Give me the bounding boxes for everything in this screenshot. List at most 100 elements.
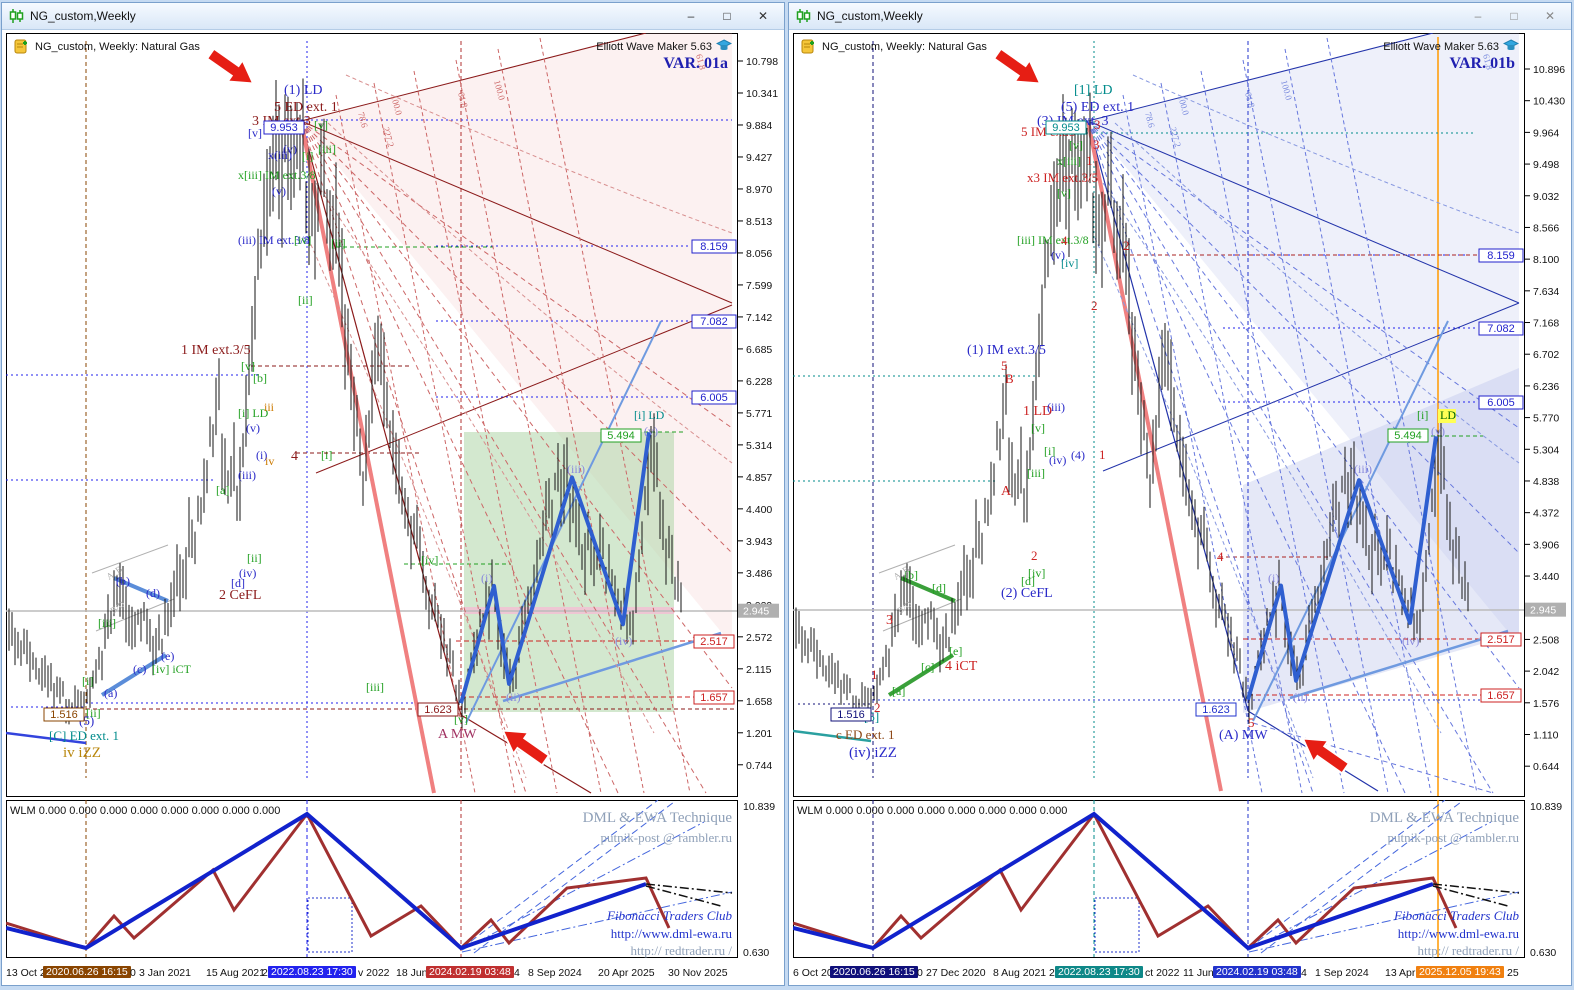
svg-text:78.6: 78.6 — [1143, 111, 1157, 129]
svg-text:5: 5 — [1248, 715, 1255, 730]
svg-text:[iii]: [iii] — [318, 142, 336, 156]
svg-text:[v]: [v] — [241, 359, 255, 373]
svg-text:[i]: [i] — [321, 448, 332, 462]
svg-text:4.400: 4.400 — [746, 504, 772, 516]
svg-text:(a): (a) — [104, 686, 117, 700]
svg-text:[iv]: [iv] — [1028, 566, 1045, 580]
svg-text:(c): (c) — [133, 662, 146, 676]
time-tick-label: 11 Jun 2 — [1183, 967, 1223, 979]
svg-text:(iii): (iii) — [1047, 400, 1065, 414]
graduation-cap-icon[interactable] — [1502, 39, 1520, 55]
time-tick-label: 8 Aug 2021 — [993, 967, 1047, 979]
svg-text:(iv): (iv) — [615, 634, 632, 648]
svg-text:4: 4 — [1217, 549, 1224, 564]
close-button[interactable]: ✕ — [1544, 9, 1556, 23]
svg-text:(v): (v) — [1431, 424, 1445, 438]
svg-text:x(iii): x(iii) — [268, 148, 292, 162]
time-tick-label: 13 Oct 2 — [6, 967, 46, 979]
svg-text:61.8: 61.8 — [1243, 91, 1257, 109]
svg-text:0.644: 0.644 — [1533, 761, 1559, 773]
svg-text:[v]: [v] — [1069, 138, 1083, 152]
svg-text:10.839: 10.839 — [743, 801, 775, 813]
svg-text:(iv): (iv) — [1402, 634, 1419, 648]
wlm-indicator-canvas[interactable]: WLM 0.000 0.000 0.000 0.000 0.000 0.000 … — [6, 800, 780, 960]
svg-text:(iii) IM ext.3/8: (iii) IM ext.3/8 — [238, 233, 310, 247]
svg-text:[i] LD: [i] LD — [238, 406, 269, 420]
minimize-button[interactable]: – — [1474, 9, 1482, 23]
maximize-button[interactable]: □ — [1510, 9, 1518, 23]
time-axis[interactable]: 6 Oct 20 2020.06.26 16:15 0 27 Dec 2020 8 Au… — [793, 963, 1569, 985]
svg-text:[iii]: [iii] — [366, 680, 384, 694]
time-tick-label: ct 2022 — [1145, 967, 1180, 979]
graduation-cap-icon[interactable] — [715, 39, 733, 55]
svg-text:iv: iv — [265, 454, 274, 468]
svg-text:0.630: 0.630 — [743, 947, 769, 959]
svg-text:6.702: 6.702 — [1533, 349, 1559, 361]
svg-text:9.953: 9.953 — [1052, 122, 1080, 134]
time-tick-label: 0 — [130, 967, 136, 979]
titlebar[interactable]: NG_custom,Weekly – □ ✕ — [2, 3, 784, 30]
wlm-indicator-canvas[interactable]: WLM 0.000 0.000 0.000 0.000 0.000 0.000 … — [793, 800, 1567, 960]
ewm-label: Elliott Wave Maker 5.63 — [1383, 41, 1499, 53]
svg-text:78.6: 78.6 — [356, 111, 370, 129]
svg-text:(i): (i) — [256, 448, 267, 462]
titlebar[interactable]: NG_custom,Weekly – □ ✕ — [789, 3, 1571, 30]
svg-text:1.110: 1.110 — [1533, 729, 1559, 741]
time-tick-label: 13 Apr — [1385, 967, 1416, 979]
svg-text:3: 3 — [1094, 117, 1101, 132]
svg-text:[v]: [v] — [248, 126, 262, 140]
svg-text:putnik-post @ rambler.ru: putnik-post @ rambler.ru — [1388, 830, 1520, 845]
svg-text:[1] LD: [1] LD — [1074, 83, 1113, 98]
window-title: NG_custom,Weekly — [817, 9, 923, 23]
svg-text:(ii): (ii) — [506, 690, 521, 704]
svg-text:Fibonacci Traders Club: Fibonacci Traders Club — [1393, 908, 1519, 923]
svg-text:2.945: 2.945 — [1530, 605, 1556, 617]
time-tick-label: 27 Dec 2020 — [926, 967, 986, 979]
maximize-button[interactable]: □ — [723, 9, 731, 23]
time-tick-label: 6 Oct 20 — [793, 967, 833, 979]
svg-text:9.032: 9.032 — [1533, 191, 1559, 203]
svg-text:2.042: 2.042 — [1533, 666, 1559, 678]
svg-text:(v): (v) — [644, 424, 658, 438]
svg-text:6.005: 6.005 — [700, 392, 728, 404]
svg-text:1: 1 — [871, 667, 878, 682]
svg-text:[b]: [b] — [904, 568, 918, 582]
symbol-label: NG_custom, Weekly: Natural Gas — [822, 41, 987, 53]
svg-text:[d]: [d] — [231, 576, 245, 590]
svg-text:5: 5 — [1001, 358, 1008, 373]
svg-text:10.798: 10.798 — [746, 56, 778, 68]
minimize-button[interactable]: – — [687, 9, 695, 23]
svg-text:1.657: 1.657 — [1487, 690, 1515, 702]
svg-text:10.430: 10.430 — [1533, 96, 1565, 108]
time-axis[interactable]: 13 Oct 2 2020.06.26 16:15 0 3 Jan 2021 15 Au… — [6, 963, 782, 985]
svg-text:http:// redtrader.ru /: http:// redtrader.ru / — [1418, 943, 1520, 958]
svg-text:[a]: [a] — [216, 483, 229, 497]
time-tick-label: 8 Sep 2024 — [528, 967, 582, 979]
price-chart-canvas[interactable]: [1] LD(5) ED ext. 1(3) IM ext. 35 IM ext… — [793, 33, 1567, 798]
svg-text:9.964: 9.964 — [1533, 127, 1559, 139]
price-chart-canvas[interactable]: (1) LD5 ED ext. 13 IM ext.3[v][v](v)[iii… — [6, 33, 780, 798]
symbol-label: NG_custom, Weekly: Natural Gas — [35, 41, 200, 53]
svg-text:[i]: [i] — [82, 674, 93, 688]
svg-text:2.945: 2.945 — [743, 606, 769, 618]
svg-text:(iii): (iii) — [1354, 462, 1372, 476]
svg-text:putnik-post @ rambler.ru: putnik-post @ rambler.ru — [601, 830, 733, 845]
svg-text:0.630: 0.630 — [1530, 947, 1556, 959]
time-tick-label: 1 Sep 2024 — [1315, 967, 1369, 979]
svg-text:(5) ED ext. 1: (5) ED ext. 1 — [1061, 100, 1134, 115]
svg-text:[i]: [i] — [1417, 408, 1428, 422]
svg-text:2 CeFL: 2 CeFL — [219, 588, 261, 603]
svg-text:(e): (e) — [161, 649, 174, 663]
candlestick-app-icon — [795, 8, 811, 24]
svg-text:61.8: 61.8 — [1481, 53, 1495, 71]
svg-text:[ii]: [ii] — [86, 706, 101, 720]
svg-text:7.142: 7.142 — [746, 312, 772, 324]
svg-text:5.771: 5.771 — [746, 408, 772, 420]
close-button[interactable]: ✕ — [757, 9, 769, 23]
svg-text:LD: LD — [1440, 408, 1456, 422]
time-marker-box: 2024.02.19 03:48 — [1213, 966, 1301, 978]
svg-text:x[iii]: x[iii] — [1057, 154, 1081, 168]
svg-text:5.314: 5.314 — [746, 440, 772, 452]
svg-text:7.599: 7.599 — [746, 280, 772, 292]
svg-text:6.228: 6.228 — [746, 376, 772, 388]
